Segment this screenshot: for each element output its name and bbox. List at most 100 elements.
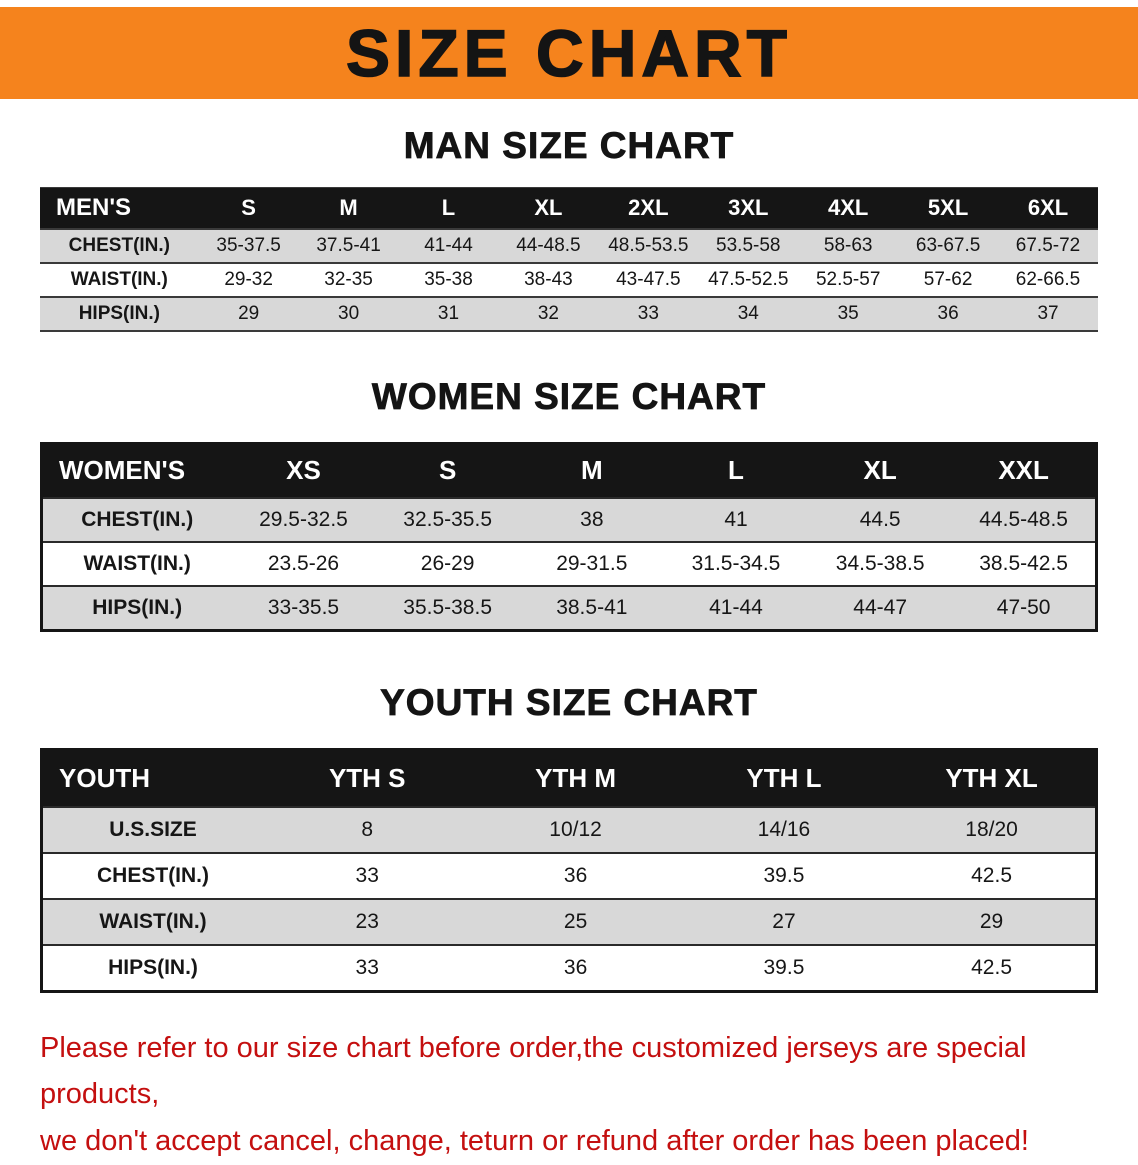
column-header: 2XL: [598, 188, 698, 229]
cell-value: 14/16: [680, 807, 888, 853]
row-label: WAIST(IN.): [40, 263, 199, 297]
column-header: L: [664, 443, 808, 498]
cell-value: 35: [798, 297, 898, 331]
cell-value: 37.5-41: [299, 229, 399, 263]
column-header: L: [399, 188, 499, 229]
row-label: CHEST(IN.): [40, 229, 199, 263]
row-label: CHEST(IN.): [42, 853, 264, 899]
cell-value: 41: [664, 498, 808, 542]
cell-value: 44.5: [808, 498, 952, 542]
cell-value: 33-35.5: [231, 586, 375, 630]
cell-value: 29.5-32.5: [231, 498, 375, 542]
column-header: YTH L: [680, 749, 888, 807]
cell-value: 44.5-48.5: [952, 498, 1096, 542]
column-header: YTH XL: [888, 749, 1096, 807]
column-header: S: [199, 188, 299, 229]
cell-value: 41-44: [664, 586, 808, 630]
cell-value: 29: [199, 297, 299, 331]
cell-value: 47-50: [952, 586, 1096, 630]
cell-value: 33: [263, 945, 471, 991]
table-corner-label: MEN'S: [40, 188, 199, 229]
cell-value: 44-48.5: [498, 229, 598, 263]
cell-value: 30: [299, 297, 399, 331]
disclaimer-line-2: we don't accept cancel, change, teturn o…: [40, 1118, 1100, 1165]
cell-value: 39.5: [680, 853, 888, 899]
cell-value: 33: [598, 297, 698, 331]
column-header: M: [299, 188, 399, 229]
cell-value: 35-37.5: [199, 229, 299, 263]
cell-value: 31.5-34.5: [664, 542, 808, 586]
cell-value: 67.5-72: [998, 229, 1098, 263]
table-corner-label: YOUTH: [42, 749, 264, 807]
cell-value: 25: [471, 899, 679, 945]
youth-section-heading: YOUTH SIZE CHART: [0, 682, 1138, 724]
cell-value: 37: [998, 297, 1098, 331]
cell-value: 41-44: [399, 229, 499, 263]
cell-value: 23.5-26: [231, 542, 375, 586]
disclaimer-line-1: Please refer to our size chart before or…: [40, 1025, 1100, 1119]
column-header: 6XL: [998, 188, 1098, 229]
cell-value: 29: [888, 899, 1096, 945]
cell-value: 48.5-53.5: [598, 229, 698, 263]
column-header: 4XL: [798, 188, 898, 229]
column-header: XXL: [952, 443, 1096, 498]
row-label: U.S.SIZE: [42, 807, 264, 853]
cell-value: 35-38: [399, 263, 499, 297]
cell-value: 33: [263, 853, 471, 899]
cell-value: 10/12: [471, 807, 679, 853]
row-label: WAIST(IN.): [42, 899, 264, 945]
column-header: M: [520, 443, 664, 498]
cell-value: 53.5-58: [698, 229, 798, 263]
women-section-heading: WOMEN SIZE CHART: [0, 376, 1138, 418]
cell-value: 47.5-52.5: [698, 263, 798, 297]
cell-value: 58-63: [798, 229, 898, 263]
cell-value: 39.5: [680, 945, 888, 991]
row-label: CHEST(IN.): [42, 498, 232, 542]
table-corner-label: WOMEN'S: [42, 443, 232, 498]
column-header: YTH M: [471, 749, 679, 807]
cell-value: 38-43: [498, 263, 598, 297]
column-header: S: [376, 443, 520, 498]
cell-value: 36: [471, 853, 679, 899]
cell-value: 29-32: [199, 263, 299, 297]
column-header: XS: [231, 443, 375, 498]
row-label: WAIST(IN.): [42, 542, 232, 586]
size-chart-banner: SIZE CHART: [0, 7, 1138, 99]
cell-value: 43-47.5: [598, 263, 698, 297]
cell-value: 18/20: [888, 807, 1096, 853]
cell-value: 32: [498, 297, 598, 331]
cell-value: 8: [263, 807, 471, 853]
cell-value: 36: [471, 945, 679, 991]
men-section-heading: MAN SIZE CHART: [0, 125, 1138, 167]
disclaimer-text: Please refer to our size chart before or…: [40, 1025, 1100, 1165]
column-header: 3XL: [698, 188, 798, 229]
column-header: XL: [808, 443, 952, 498]
cell-value: 29-31.5: [520, 542, 664, 586]
cell-value: 34.5-38.5: [808, 542, 952, 586]
column-header: XL: [498, 188, 598, 229]
row-label: HIPS(IN.): [40, 297, 199, 331]
cell-value: 23: [263, 899, 471, 945]
row-label: HIPS(IN.): [42, 586, 232, 630]
cell-value: 52.5-57: [798, 263, 898, 297]
row-label: HIPS(IN.): [42, 945, 264, 991]
cell-value: 57-62: [898, 263, 998, 297]
cell-value: 38.5-42.5: [952, 542, 1096, 586]
